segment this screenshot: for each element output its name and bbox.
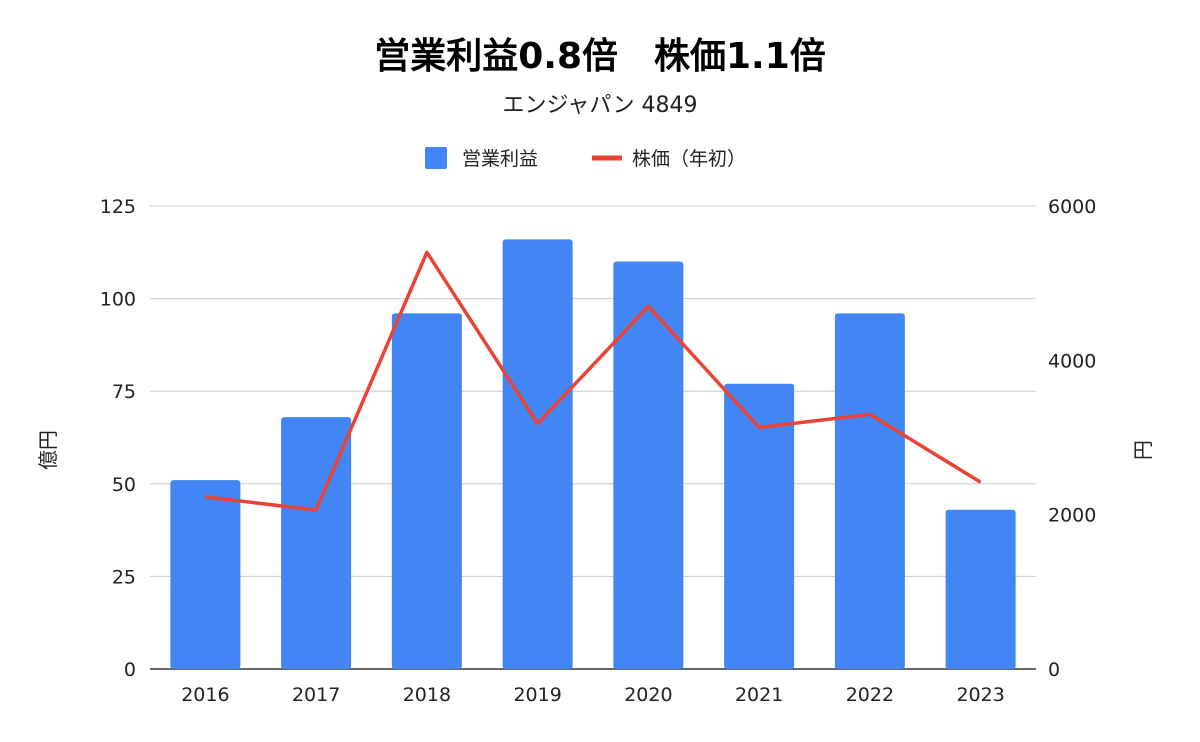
y-left-axis-title: 億円 <box>36 430 60 470</box>
legend-label-line: 株価（年初） <box>632 148 746 170</box>
bar <box>945 509 1016 669</box>
legend-swatch-bar <box>425 147 447 169</box>
left-axis-ticks: 0 25 50 75 100 125 <box>100 196 136 681</box>
bar <box>613 261 684 669</box>
chart-title: 営業利益0.8倍 株価1.1倍 <box>374 36 826 77</box>
right-tick-label: 0 <box>1048 659 1060 681</box>
y-right-axis-title: 円 <box>1131 440 1155 460</box>
bar <box>391 313 462 669</box>
left-tick-label: 25 <box>112 566 136 588</box>
bar <box>170 480 241 669</box>
left-tick-label: 50 <box>112 474 136 496</box>
bar-series <box>170 239 1016 669</box>
chart-subtitle: エンジャパン 4849 <box>503 93 698 118</box>
right-axis-ticks: 0 2000 4000 6000 <box>1048 196 1096 681</box>
bar <box>281 417 352 669</box>
bar <box>724 383 795 669</box>
x-tick-label: 2023 <box>956 684 1004 706</box>
x-tick-label: 2017 <box>292 684 340 706</box>
right-tick-label: 2000 <box>1048 505 1096 527</box>
x-tick-label: 2019 <box>513 684 561 706</box>
left-tick-label: 75 <box>112 381 136 403</box>
x-tick-label: 2016 <box>181 684 229 706</box>
x-tick-label: 2022 <box>846 684 894 706</box>
x-tick-label: 2018 <box>403 684 451 706</box>
x-axis-ticks: 2016 2017 2018 2019 2020 2021 2022 2023 <box>181 684 1005 706</box>
bar <box>834 313 905 669</box>
price-line <box>205 250 982 512</box>
x-tick-label: 2020 <box>624 684 672 706</box>
left-tick-label: 100 <box>100 289 136 311</box>
legend: 営業利益 株価（年初） <box>425 147 746 170</box>
legend-label-bar: 営業利益 <box>462 148 538 170</box>
line-series <box>205 250 982 512</box>
x-tick-label: 2021 <box>735 684 783 706</box>
bar <box>502 239 573 669</box>
right-tick-label: 4000 <box>1048 350 1096 372</box>
left-tick-label: 0 <box>124 659 136 681</box>
right-tick-label: 6000 <box>1048 196 1096 218</box>
left-tick-label: 125 <box>100 196 136 218</box>
